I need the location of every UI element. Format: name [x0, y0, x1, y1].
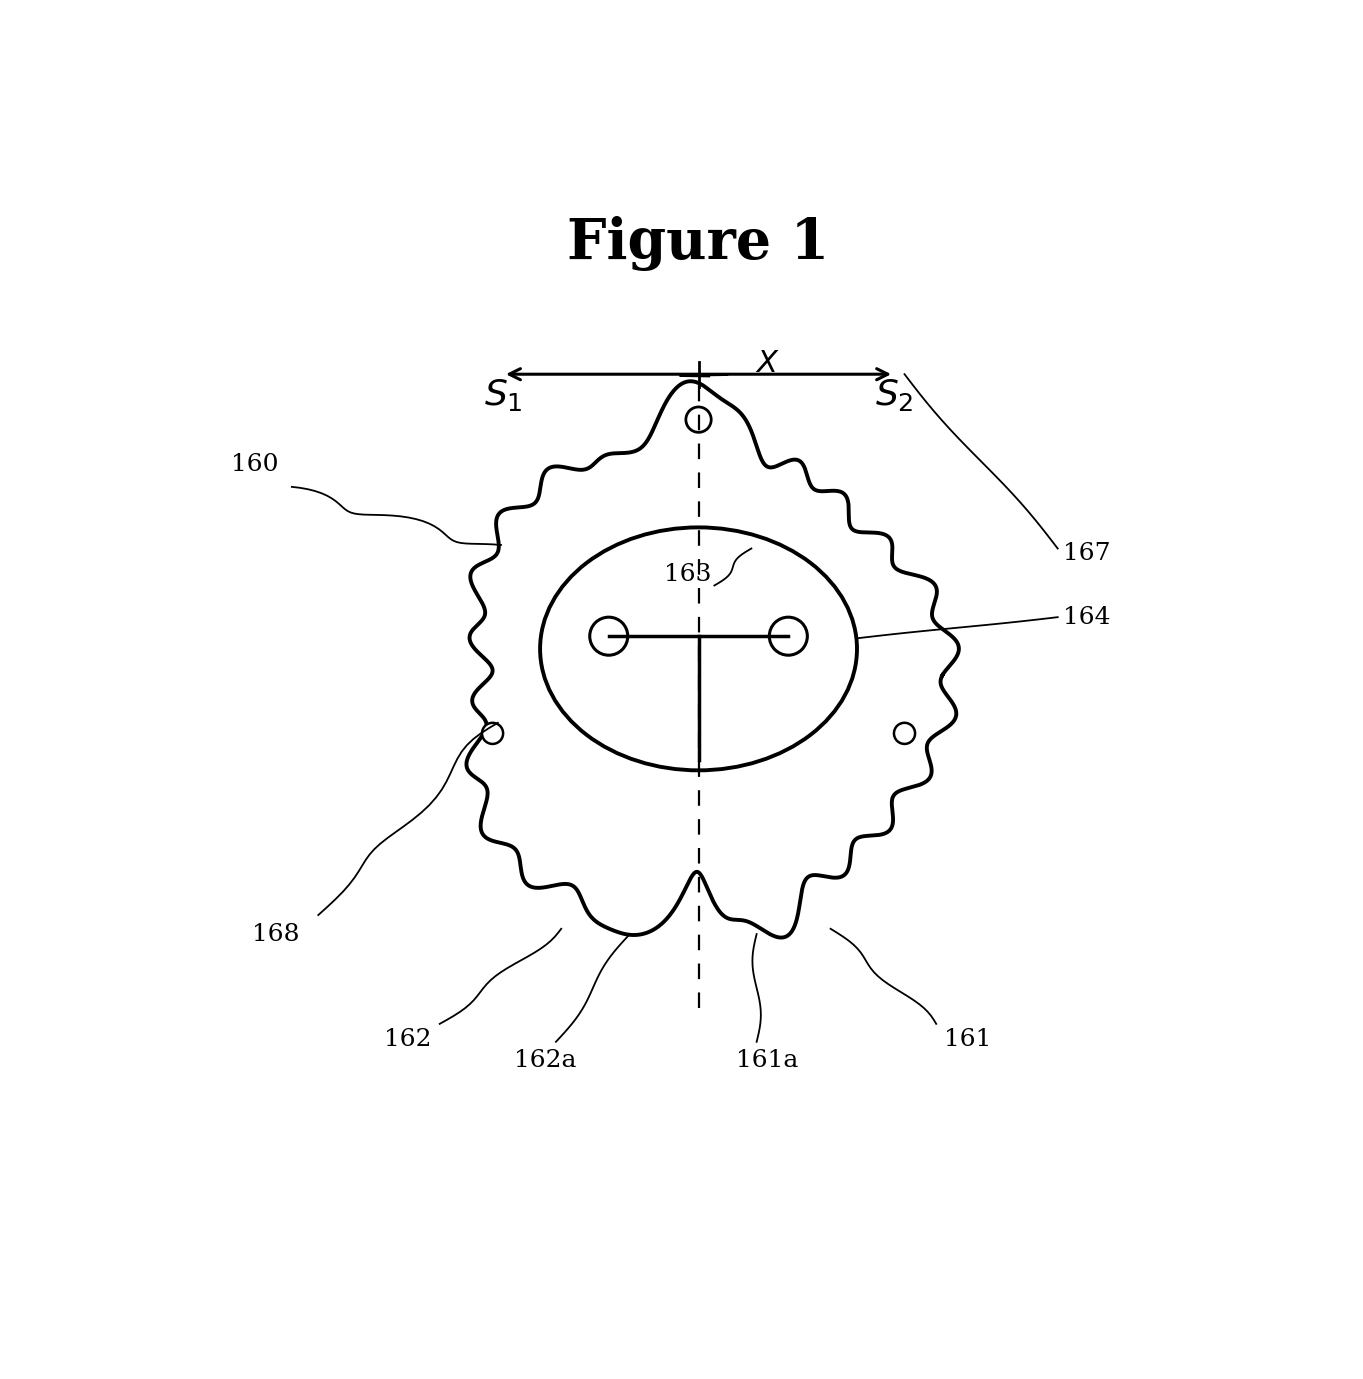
Circle shape: [894, 723, 915, 743]
Text: 160: 160: [232, 452, 278, 476]
Circle shape: [686, 407, 711, 432]
Polygon shape: [466, 381, 960, 938]
Text: 164: 164: [1063, 605, 1111, 629]
Text: Figure 1: Figure 1: [567, 215, 830, 270]
Text: 161: 161: [945, 1029, 992, 1051]
Text: $X$: $X$: [755, 348, 780, 379]
Ellipse shape: [540, 527, 857, 771]
Text: $S_1$: $S_1$: [484, 378, 522, 414]
Text: 161a: 161a: [736, 1049, 799, 1073]
Circle shape: [769, 618, 807, 655]
Text: 167: 167: [1063, 542, 1111, 565]
Text: 168: 168: [252, 923, 300, 946]
Text: 162: 162: [384, 1029, 432, 1051]
Circle shape: [483, 723, 503, 743]
Text: 162a: 162a: [514, 1049, 577, 1073]
Text: $S_2$: $S_2$: [875, 378, 913, 414]
Text: 163: 163: [664, 564, 711, 586]
Circle shape: [590, 618, 628, 655]
